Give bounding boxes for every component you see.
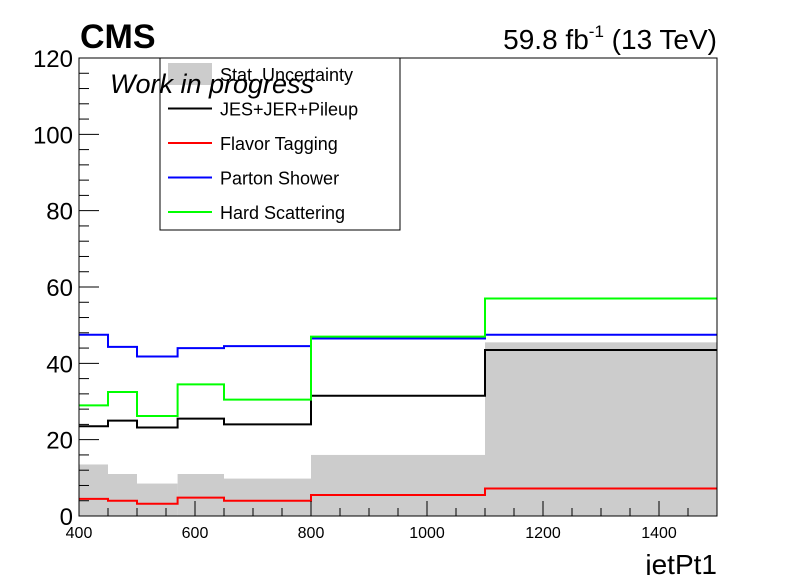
status-label: Work in progress bbox=[110, 69, 314, 99]
series-parton-shower-line bbox=[79, 333, 717, 358]
y-tick-label: 40 bbox=[46, 351, 73, 378]
stat-uncertainty-band bbox=[177, 474, 224, 516]
luminosity-energy: (13 TeV) bbox=[604, 24, 717, 55]
luminosity-exponent: -1 bbox=[589, 22, 604, 41]
x-tick-label: 1200 bbox=[525, 525, 561, 542]
y-tick-label: 60 bbox=[46, 275, 73, 302]
stat-uncertainty-band bbox=[79, 464, 108, 516]
y-tick-label: 100 bbox=[33, 122, 73, 149]
x-tick-label: 800 bbox=[298, 525, 325, 542]
y-tick-label: 20 bbox=[46, 428, 73, 455]
stat-uncertainty-band bbox=[108, 474, 137, 516]
x-axis-title: jetPt1 bbox=[644, 549, 717, 575]
legend: Stat. Uncertainty JES+JER+Pileup Flavor Ta… bbox=[159, 57, 401, 231]
x-tick-label: 600 bbox=[182, 525, 209, 542]
x-tick-label: 400 bbox=[66, 525, 93, 542]
legend-swatch-stat-uncertainty bbox=[168, 63, 212, 85]
y-tick-label: 80 bbox=[46, 199, 73, 226]
legend-label-hard-scattering: Hard Scattering bbox=[220, 203, 345, 223]
legend-label-parton-shower: Parton Shower bbox=[220, 169, 339, 189]
series-jes-jer-pileup-line bbox=[79, 348, 717, 429]
legend-label-jes-jer-pileup: JES+JER+Pileup bbox=[220, 100, 358, 120]
series-hard-scattering-line bbox=[79, 297, 717, 418]
stat-uncertainty-band bbox=[137, 483, 178, 516]
y-tick-label: 0 bbox=[60, 504, 73, 531]
y-tick-label: 120 bbox=[33, 46, 73, 73]
x-tick-label: 1400 bbox=[641, 525, 677, 542]
luminosity-value: 59.8 fb bbox=[503, 24, 589, 55]
legend-label-flavor-tagging: Flavor Tagging bbox=[220, 134, 338, 154]
experiment-label: CMS bbox=[80, 18, 156, 56]
legend-label-stat-uncertainty: Stat. Uncertainty bbox=[220, 65, 353, 85]
stat-uncertainty-band bbox=[485, 342, 717, 516]
luminosity-label: 59.8 fb-1 (13 TeV) bbox=[503, 22, 717, 55]
stat-uncertainty-band bbox=[224, 478, 311, 516]
x-tick-label: 1000 bbox=[409, 525, 445, 542]
series-flavor-tagging-line bbox=[79, 487, 717, 505]
stat-uncertainty-band bbox=[311, 454, 485, 516]
